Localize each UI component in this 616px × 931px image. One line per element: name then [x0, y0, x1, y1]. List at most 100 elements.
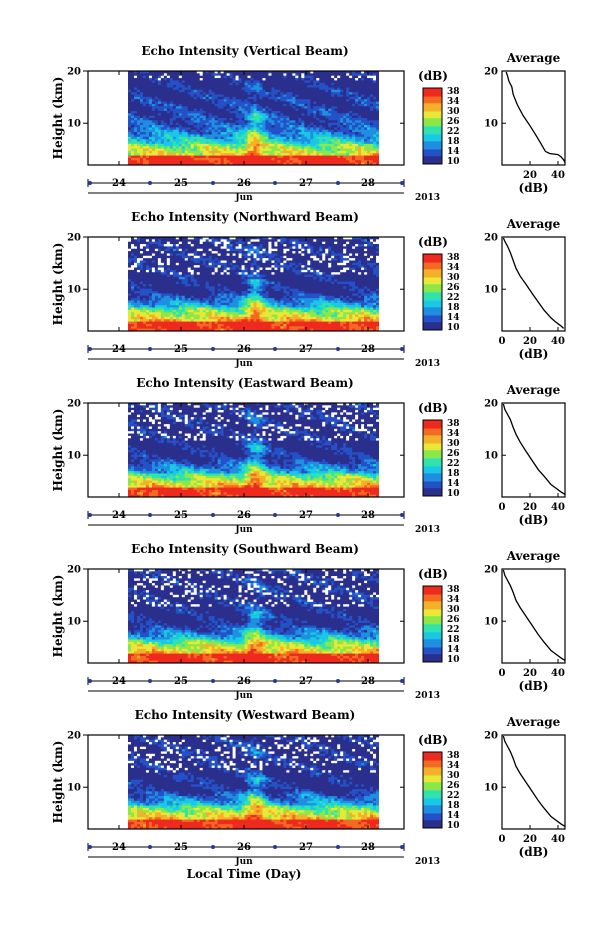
heatmap-cell — [274, 239, 279, 243]
heatmap-cell — [304, 113, 308, 117]
heatmap-cell — [217, 106, 222, 110]
heatmap-cell — [208, 141, 213, 145]
heatmap-cell — [142, 94, 147, 98]
heatmap-cell — [128, 248, 132, 252]
heatmap-cell — [313, 267, 317, 271]
heatmap-cell — [205, 106, 210, 110]
heatmap-cell — [199, 80, 204, 84]
heatmap-cell — [328, 269, 332, 273]
heatmap-cell — [265, 146, 270, 150]
heatmap-cell — [337, 251, 341, 255]
heatmap-cell — [202, 78, 207, 81]
heatmap-cell — [283, 157, 287, 161]
heatmap-cell — [289, 101, 293, 105]
heatmap-cell — [355, 162, 359, 165]
heatmap-cell — [160, 85, 165, 89]
heatmap-cell — [322, 110, 326, 114]
heatmap-cell — [364, 260, 368, 264]
heatmap-cell — [316, 272, 320, 276]
heatmap-cell — [196, 125, 201, 128]
heatmap-cell — [205, 272, 210, 276]
heatmap-cell — [364, 258, 368, 262]
heatmap-cell — [223, 143, 228, 147]
heatmap-cell — [286, 265, 290, 269]
heatmap-cell — [301, 258, 305, 262]
heatmap-cell — [322, 115, 326, 119]
heatmap-cell — [139, 155, 144, 159]
heatmap-cell — [139, 85, 144, 89]
heatmap-cell — [157, 73, 162, 77]
heatmap-cell — [139, 134, 144, 138]
heatmap-cell — [133, 148, 138, 152]
heatmap-cell — [232, 276, 237, 280]
heatmap-cell — [151, 272, 156, 276]
heatmap-cell — [166, 251, 171, 255]
heatmap-cell — [157, 260, 162, 264]
heatmap-cell — [244, 132, 249, 136]
heatmap-cell — [193, 129, 198, 133]
heatmap-cell — [148, 269, 153, 273]
heatmap-cell — [232, 160, 237, 164]
heatmap-cell — [283, 71, 287, 74]
heatmap-cell — [181, 89, 186, 93]
heatmap-cell — [301, 244, 305, 247]
heatmap-cell — [358, 244, 362, 247]
heatmap-cell — [259, 258, 264, 262]
heatmap-cell — [241, 274, 246, 278]
heatmap-cell — [280, 118, 284, 121]
heatmap-cell — [190, 71, 195, 74]
heatmap-cell — [175, 134, 180, 138]
heatmap-cell — [253, 157, 258, 161]
heatmap-cell — [238, 155, 243, 159]
heatmap-cell — [145, 141, 150, 145]
heatmap-cell — [184, 244, 189, 247]
heatmap-cell — [139, 115, 144, 119]
heatmap-cell — [316, 150, 320, 154]
heatmap-cell — [196, 253, 201, 257]
heatmap-cell — [181, 73, 186, 77]
heatmap-cell — [280, 120, 284, 124]
heatmap-cell — [295, 78, 299, 81]
heatmap-cell — [283, 155, 287, 159]
heatmap-cell — [286, 96, 290, 100]
heatmap-cell — [128, 160, 132, 164]
heatmap-cell — [190, 92, 195, 96]
heatmap-cell — [211, 134, 216, 138]
heatmap-cell — [145, 82, 150, 86]
heatmap-cell — [148, 113, 153, 117]
heatmap-cell — [208, 129, 213, 133]
heatmap-cell — [166, 141, 171, 145]
heatmap-cell — [184, 141, 189, 145]
heatmap-cell — [196, 141, 201, 145]
heatmap-cell — [301, 125, 305, 128]
heatmap-cell — [148, 267, 153, 271]
heatmap-cell — [238, 160, 243, 164]
heatmap-cell — [223, 73, 228, 77]
heatmap-cell — [355, 143, 359, 147]
heatmap-cell — [355, 94, 359, 98]
heatmap-cell — [247, 122, 252, 126]
heatmap-cell — [169, 248, 174, 252]
heatmap-cell — [190, 272, 195, 276]
heatmap-cell — [202, 258, 207, 262]
heatmap-cell — [349, 87, 353, 91]
heatmap-cell — [163, 89, 168, 93]
heatmap-cell — [310, 248, 314, 252]
heatmap-cell — [316, 153, 320, 157]
heatmap-cell — [208, 75, 213, 79]
heatmap-cell — [184, 150, 189, 154]
heatmap-cell — [199, 141, 204, 145]
heatmap-cell — [340, 136, 344, 140]
heatmap-cell — [286, 94, 290, 98]
heatmap-cell — [211, 94, 216, 98]
heatmap-cell — [241, 103, 246, 107]
heatmap-cell — [319, 96, 323, 100]
heatmap-cell — [223, 148, 228, 152]
heatmap-cell — [196, 75, 201, 79]
heatmap-cell — [352, 157, 356, 161]
heatmap-cell — [232, 89, 237, 93]
heatmap-cell — [316, 157, 320, 161]
heatmap-cell — [238, 241, 243, 245]
heatmap-cell — [148, 120, 153, 124]
heatmap-cell — [295, 244, 299, 247]
